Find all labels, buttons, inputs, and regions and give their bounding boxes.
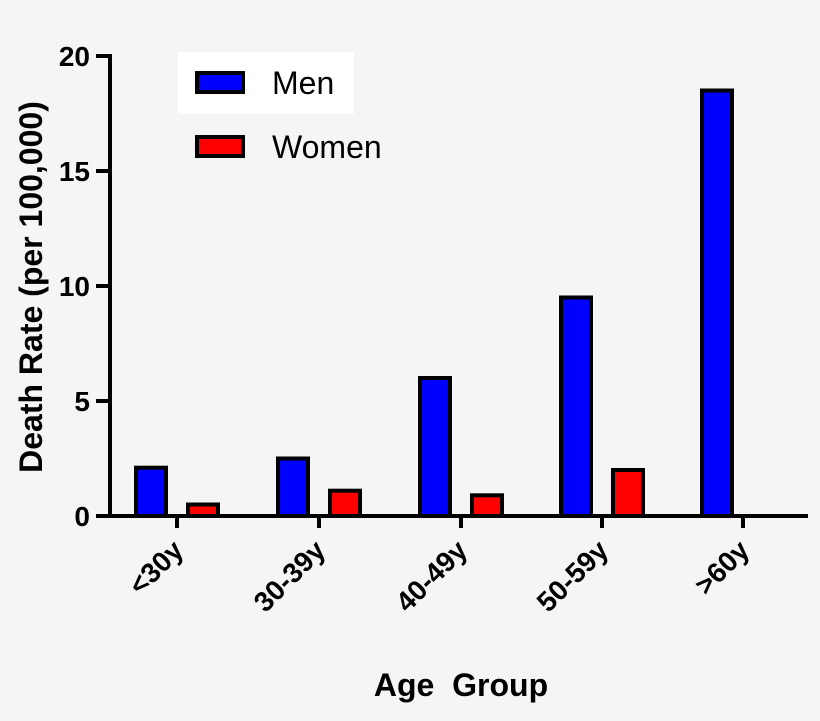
bar-men-3 (559, 295, 593, 518)
y-tick-label-15: 15 (59, 156, 90, 187)
legend-label-men: Men (272, 65, 334, 101)
bar-men-4 (700, 88, 734, 518)
bar-women-2 (470, 493, 504, 518)
y-axis-title: Death Rate (per 100,000) (13, 101, 49, 473)
x-axis-title: Age Group (374, 667, 548, 703)
bar-men-2 (418, 376, 452, 518)
y-tick-label-10: 10 (59, 271, 90, 302)
legend-label-women: Women (272, 129, 382, 165)
legend-swatch-women (195, 135, 245, 158)
y-tick-label-0: 0 (74, 501, 90, 532)
bar-men-1 (276, 456, 310, 518)
bar-women-1 (328, 488, 362, 519)
y-tick-label-20: 20 (59, 41, 90, 72)
bar-women-3 (611, 468, 645, 518)
bar-men-0 (134, 465, 168, 519)
legend-swatch-men (195, 71, 245, 94)
y-tick-label-5: 5 (74, 386, 90, 417)
legend: Men Women (195, 65, 382, 165)
